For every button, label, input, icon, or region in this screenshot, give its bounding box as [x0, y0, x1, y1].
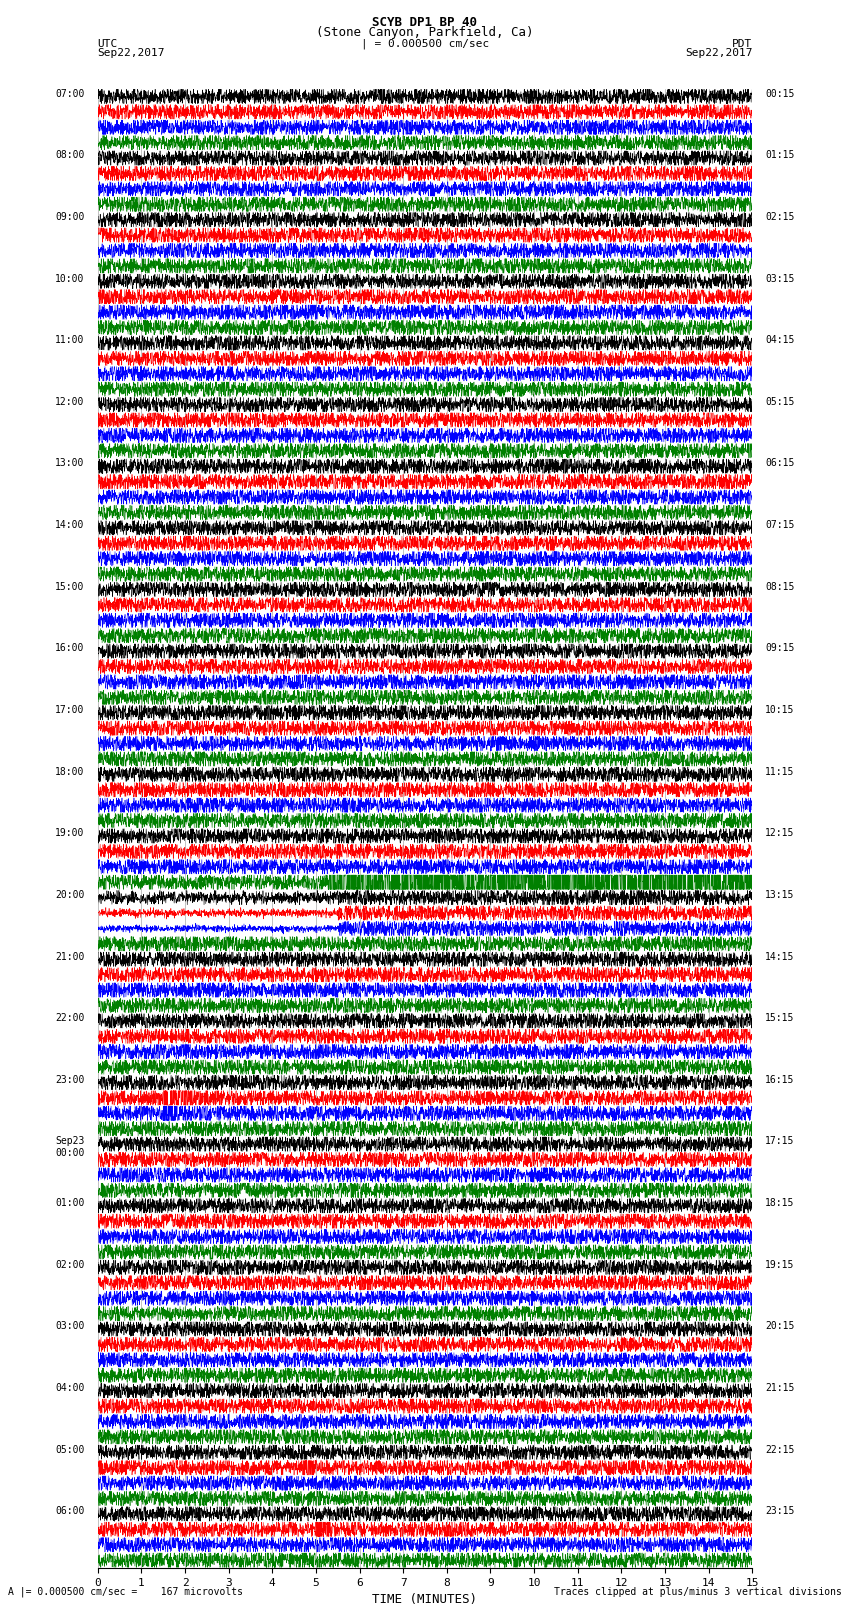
Text: 09:00: 09:00	[55, 211, 85, 223]
Text: SCYB DP1 BP 40: SCYB DP1 BP 40	[372, 16, 478, 29]
Text: 19:15: 19:15	[765, 1260, 795, 1269]
Text: PDT: PDT	[732, 39, 752, 48]
Text: 16:00: 16:00	[55, 644, 85, 653]
Text: 23:15: 23:15	[765, 1507, 795, 1516]
Text: 19:00: 19:00	[55, 829, 85, 839]
Text: 16:15: 16:15	[765, 1074, 795, 1086]
Text: 08:00: 08:00	[55, 150, 85, 160]
X-axis label: TIME (MINUTES): TIME (MINUTES)	[372, 1594, 478, 1607]
Text: 13:00: 13:00	[55, 458, 85, 468]
Text: 08:15: 08:15	[765, 582, 795, 592]
Text: 18:00: 18:00	[55, 766, 85, 776]
Text: Sep22,2017: Sep22,2017	[98, 48, 165, 58]
Text: 21:15: 21:15	[765, 1382, 795, 1394]
Text: 05:00: 05:00	[55, 1445, 85, 1455]
Text: 18:15: 18:15	[765, 1198, 795, 1208]
Text: Traces clipped at plus/minus 3 vertical divisions: Traces clipped at plus/minus 3 vertical …	[553, 1587, 842, 1597]
Text: 23:00: 23:00	[55, 1074, 85, 1086]
Text: (Stone Canyon, Parkfield, Ca): (Stone Canyon, Parkfield, Ca)	[316, 26, 534, 39]
Text: A |= 0.000500 cm/sec =    167 microvolts: A |= 0.000500 cm/sec = 167 microvolts	[8, 1586, 243, 1597]
Text: 12:00: 12:00	[55, 397, 85, 406]
Text: Sep23
00:00: Sep23 00:00	[55, 1137, 85, 1158]
Text: 12:15: 12:15	[765, 829, 795, 839]
Text: 07:15: 07:15	[765, 519, 795, 531]
Text: 17:00: 17:00	[55, 705, 85, 715]
Text: 07:00: 07:00	[55, 89, 85, 98]
Text: 01:15: 01:15	[765, 150, 795, 160]
Text: 14:00: 14:00	[55, 519, 85, 531]
Text: 02:00: 02:00	[55, 1260, 85, 1269]
Text: 14:15: 14:15	[765, 952, 795, 961]
Text: 11:15: 11:15	[765, 766, 795, 776]
Text: 20:15: 20:15	[765, 1321, 795, 1331]
Text: 11:00: 11:00	[55, 336, 85, 345]
Text: 10:00: 10:00	[55, 274, 85, 284]
Text: Sep22,2017: Sep22,2017	[685, 48, 752, 58]
Text: 03:00: 03:00	[55, 1321, 85, 1331]
Text: 09:15: 09:15	[765, 644, 795, 653]
Text: 03:15: 03:15	[765, 274, 795, 284]
Text: 05:15: 05:15	[765, 397, 795, 406]
Text: 22:00: 22:00	[55, 1013, 85, 1023]
Text: 13:15: 13:15	[765, 890, 795, 900]
Text: 02:15: 02:15	[765, 211, 795, 223]
Text: 15:00: 15:00	[55, 582, 85, 592]
Text: UTC: UTC	[98, 39, 118, 48]
Text: 10:15: 10:15	[765, 705, 795, 715]
Text: 15:15: 15:15	[765, 1013, 795, 1023]
Text: 06:15: 06:15	[765, 458, 795, 468]
Text: 17:15: 17:15	[765, 1137, 795, 1147]
Text: 04:15: 04:15	[765, 336, 795, 345]
Text: 04:00: 04:00	[55, 1382, 85, 1394]
Text: 01:00: 01:00	[55, 1198, 85, 1208]
Text: | = 0.000500 cm/sec: | = 0.000500 cm/sec	[361, 39, 489, 50]
Text: 21:00: 21:00	[55, 952, 85, 961]
Text: 22:15: 22:15	[765, 1445, 795, 1455]
Text: 06:00: 06:00	[55, 1507, 85, 1516]
Text: 00:15: 00:15	[765, 89, 795, 98]
Text: 20:00: 20:00	[55, 890, 85, 900]
